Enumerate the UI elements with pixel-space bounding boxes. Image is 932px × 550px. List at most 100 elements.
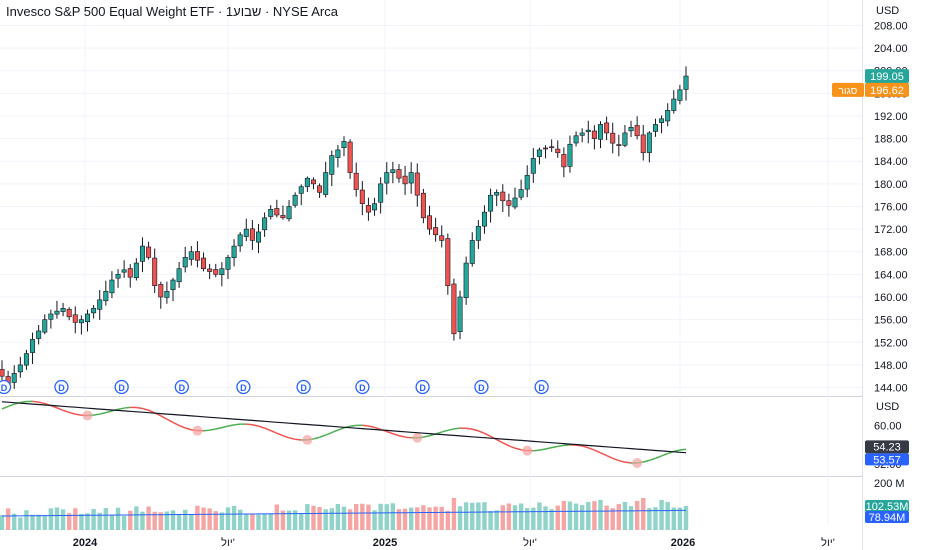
volume-bar [225,507,231,530]
dividend-marker-label: D [538,383,545,393]
candle-body [610,132,616,144]
candle-body [91,308,97,314]
rsi-line-segment [624,461,632,464]
candle-body [628,126,634,132]
candle-body [347,141,353,173]
dividend-marker [355,379,370,395]
rsi-line-segment [270,429,278,434]
candle-body [591,130,597,139]
rsi-line-segment [557,444,564,448]
candle-body [622,132,628,146]
pane-divider-rsi[interactable] [0,396,862,397]
rsi-line-segment [38,401,45,405]
volume-bar [555,505,560,530]
volume-ma-badge [865,511,909,523]
candle-body [646,132,652,153]
rsi-line-segment [264,427,271,432]
volume-bar [433,506,438,530]
pane-divider-volume[interactable] [0,476,862,477]
candle-body [469,240,475,264]
candle-body [201,257,207,270]
volume-bar [0,515,5,530]
candle-body [243,228,249,237]
candle-body [237,234,243,247]
candle-body [665,110,671,122]
price-axis: 208.00204.00200.00196.00192.00188.00184.… [832,5,909,395]
candle-body [0,369,5,377]
dividend-marker [474,379,489,395]
rsi-line-segment [362,424,369,427]
candle-body [225,257,231,270]
volume-bar [79,513,84,530]
volume-bar [341,506,347,530]
volume-bar [268,513,273,530]
time-axis-label: יול' [523,536,537,549]
volume-bar [311,505,316,530]
rsi-line-segment [447,428,455,432]
volume-bar [647,508,652,530]
rsi-line-segment [221,425,229,429]
rsi-highlight [192,425,203,436]
volume-bar [250,513,255,530]
candle-body [188,251,194,260]
rsi-line-segment [618,459,626,463]
rsi-currency-label: USD [876,401,899,413]
rsi-line-segment [581,445,589,449]
price-currency-label: USD [876,5,899,17]
rsi-line-segment [295,438,302,441]
rsi-line-segment [136,406,143,410]
candle-body [402,175,408,185]
candle-body [640,134,646,154]
volume-bar [213,511,218,530]
last-price-label: 199.05 [870,71,904,83]
volume-bar [164,511,170,530]
rsi-line-segment [643,459,650,463]
volume-bar [18,517,23,530]
volume-bar [396,509,402,530]
price-tick-label: 172.00 [874,224,908,236]
volume-bar [463,502,469,530]
candle-body [310,179,316,185]
volume-bar [256,514,261,530]
volume-bar [48,508,54,530]
dividend-marker [534,379,549,395]
candle-body [549,146,555,149]
volume-bar [427,507,432,530]
candle-body [103,291,109,302]
candle-body [274,208,280,216]
volume-bar [329,508,334,530]
candle-body [433,227,439,236]
volume-bar [354,504,359,530]
candle-body [652,124,658,132]
volume-bar [665,501,670,530]
candle-body [304,177,310,187]
volume-value-badge [865,500,909,512]
volume-bar [494,510,499,530]
volume-bar [457,506,463,530]
volume-bar [292,510,298,530]
candle-body [390,169,396,174]
prev-close-label: 196.62 [870,85,904,97]
dividend-marker-label: D [118,383,125,393]
dividend-marker-label: D [419,383,426,393]
candle-body [72,314,78,323]
rsi-line-segment [99,411,106,415]
volume-bar [299,512,304,530]
rsi-line-segment [539,448,546,451]
candle-body [219,268,225,275]
price-tick-label: 160.00 [874,292,908,304]
volume-bar [671,507,676,530]
candle-body [60,308,66,312]
candle-body [329,155,335,175]
volume-bar [573,503,579,530]
volume-bar [567,501,573,530]
rsi-line-segment [313,436,320,440]
volume-bar [549,509,554,530]
candle-body [518,189,524,198]
candle-body [536,149,542,157]
candle-body [158,284,164,298]
rsi-line-segment [508,445,516,449]
rsi-highlight [82,410,93,421]
volume-bar [30,514,35,530]
